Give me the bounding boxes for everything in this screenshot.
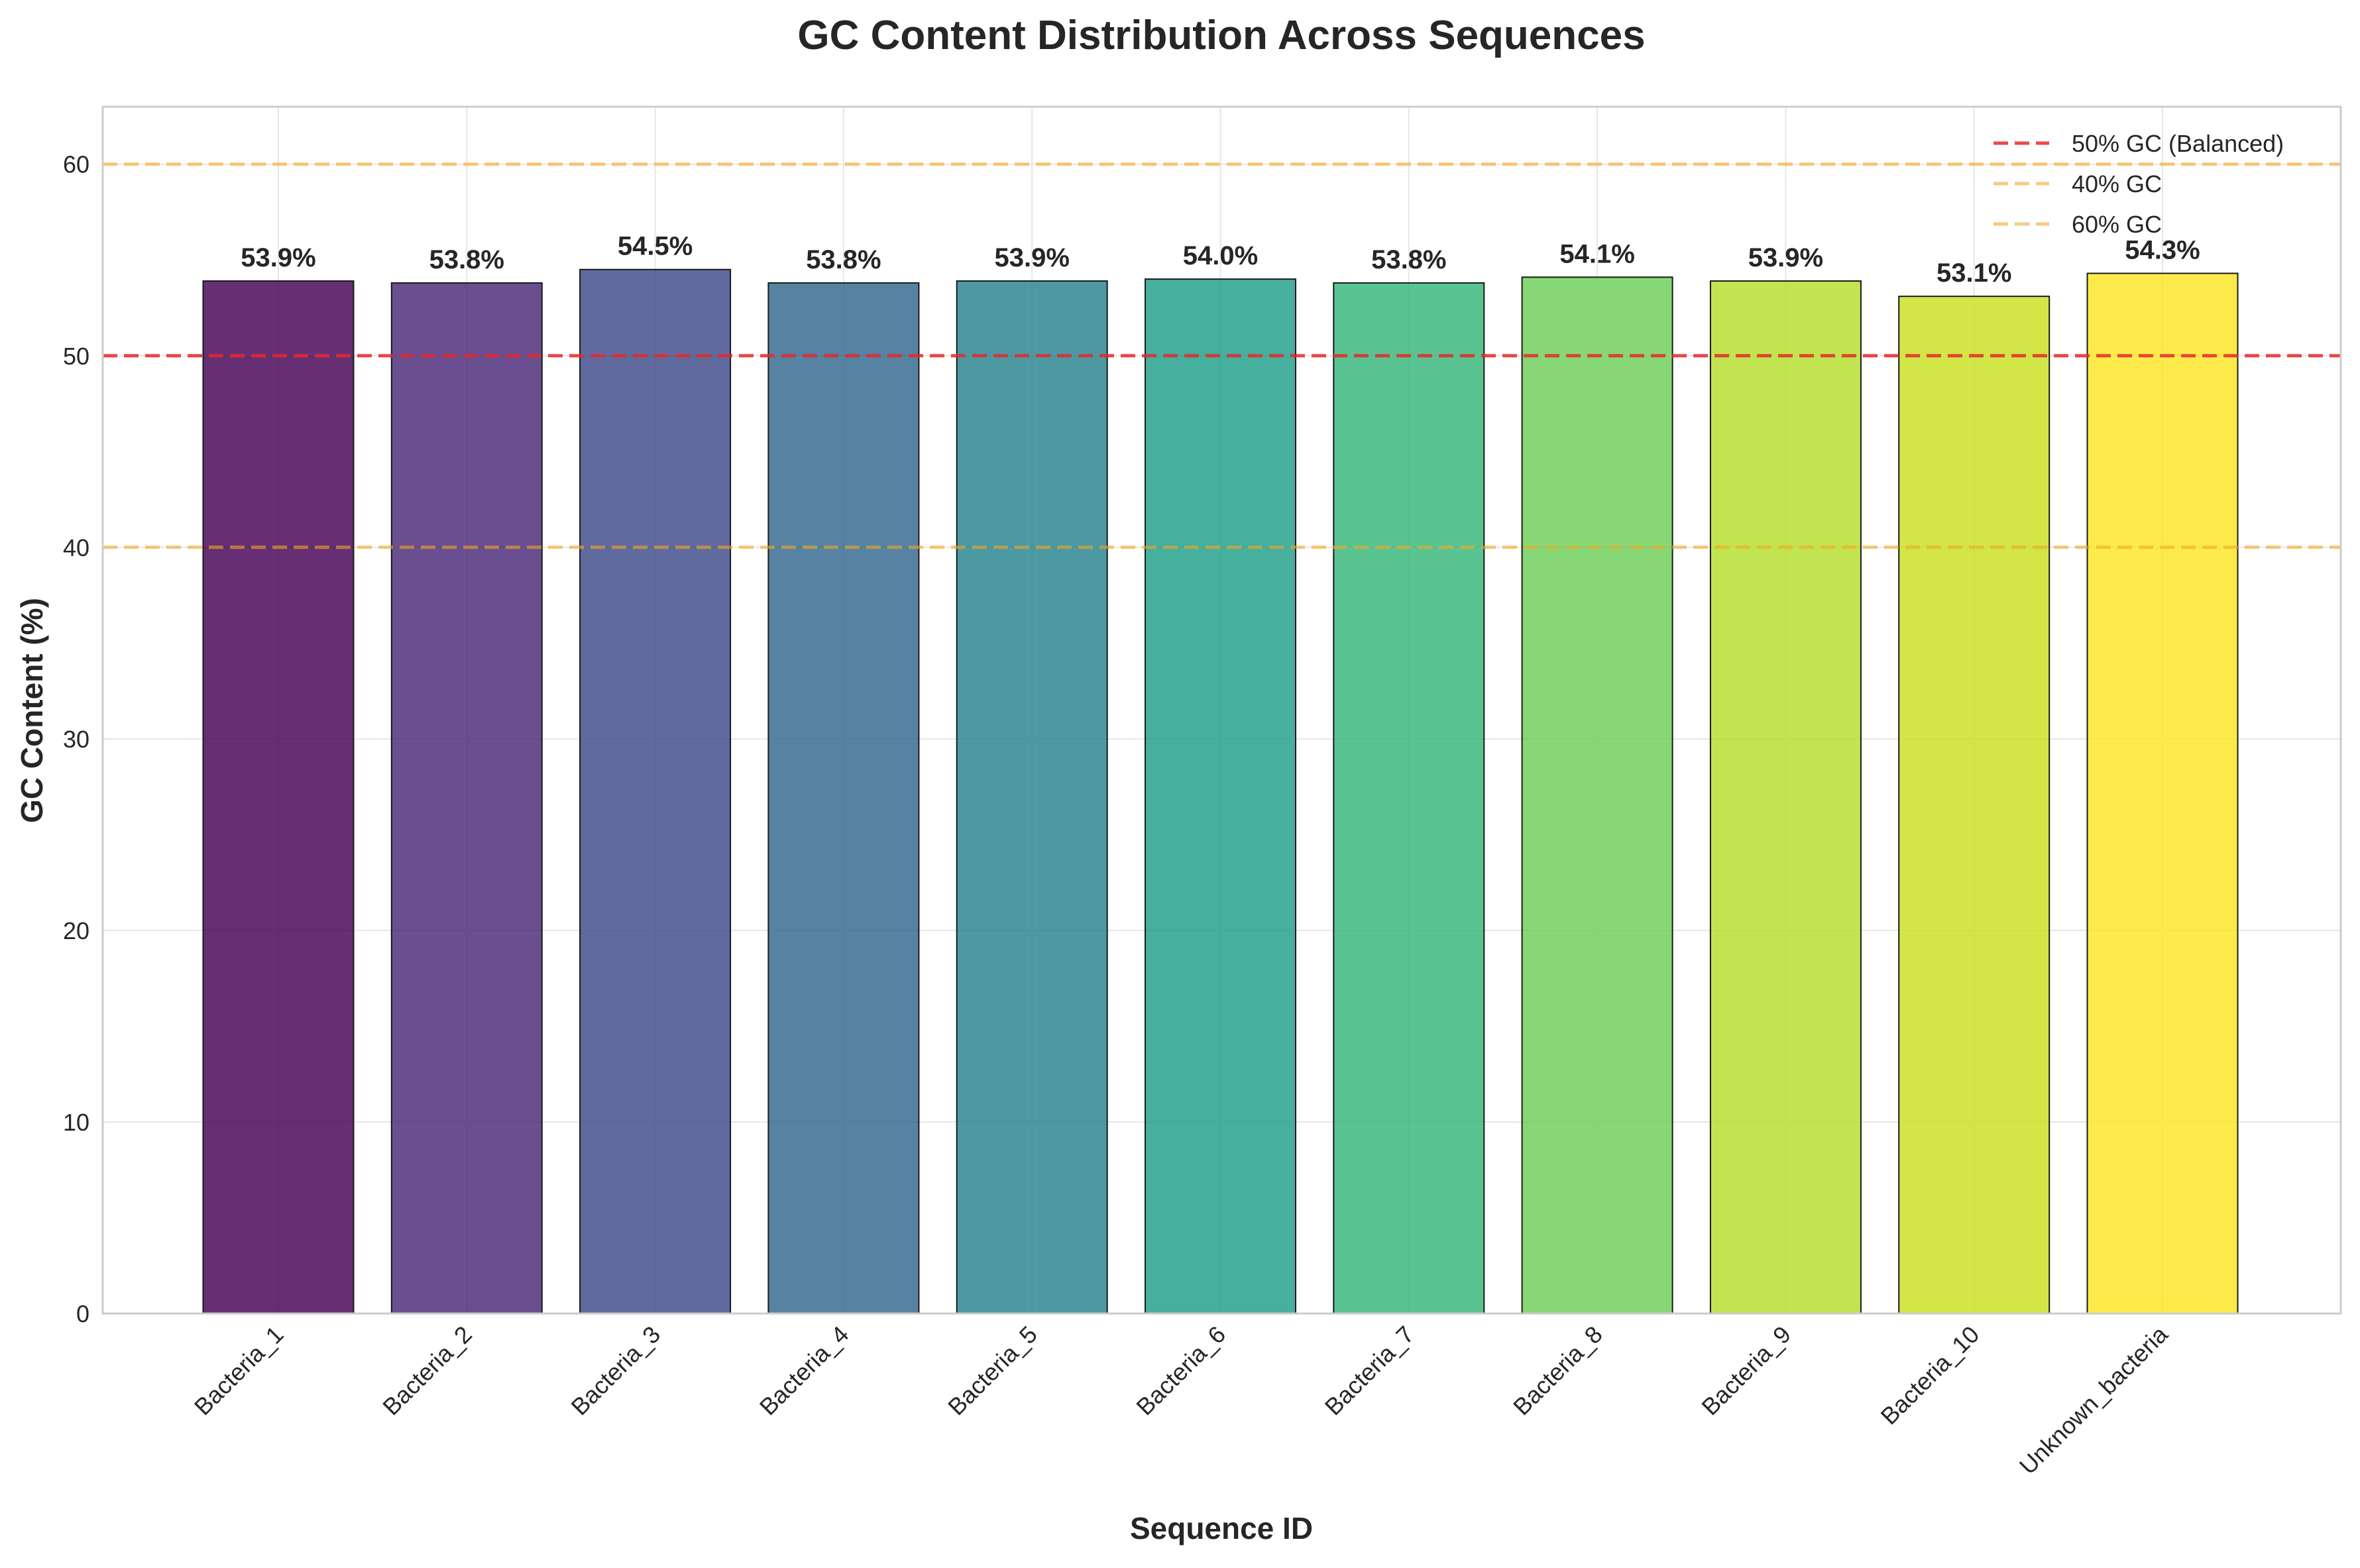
bar-bacteria-3 [579,268,732,1315]
bar-bacteria-5 [956,280,1108,1314]
value-label: 54.3% [2125,235,2200,264]
y-axis-label: GC Content (%) [15,598,49,823]
bar-bacteria-8 [1521,276,1673,1314]
y-tick-label: 60 [63,151,89,178]
value-label: 53.9% [1748,243,1823,272]
legend-label: 40% GC [2072,170,2162,197]
legend: 50% GC (Balanced) 40% GC 60% GC [1994,130,2284,238]
y-tick-label: 50 [63,343,89,370]
y-tick-label: 0 [76,1300,89,1327]
plot-area: 53.9% 53.8% 54.5% 53.8% 53.9% 54.0% 53.8% 54.1%… [63,105,2342,1480]
value-label: 53.9% [994,243,1069,272]
plot-frame [101,105,2342,1315]
chart-title: GC Content Distribution Across Sequences [797,13,1645,58]
value-label: 53.8% [806,245,881,274]
bar-bacteria-7 [1333,282,1485,1314]
bar-bacteria-6 [1145,278,1296,1315]
value-label: 53.8% [429,245,504,274]
x-axis-label: Sequence ID [1130,1511,1313,1545]
value-label: 53.8% [1371,245,1446,274]
legend-label: 60% GC [2072,211,2162,238]
bar-unknown-bacteria [2086,272,2239,1314]
value-label: 54.1% [1559,239,1634,268]
value-label: 53.1% [1937,258,2011,288]
bar-bacteria-10 [1898,296,2051,1315]
value-label: 54.0% [1183,241,1258,270]
bar-bacteria-1 [202,280,355,1314]
y-tick-label: 20 [63,917,89,944]
bar-bacteria-9 [1709,280,1862,1314]
bar-bacteria-2 [390,282,543,1314]
bar-bacteria-4 [767,282,920,1314]
legend-label: 50% GC (Balanced) [2072,130,2284,157]
value-label: 54.5% [618,232,693,261]
y-tick-label: 10 [63,1109,89,1136]
y-tick-label: 30 [63,726,89,753]
value-label: 53.9% [241,243,315,272]
y-tick-label: 40 [63,534,89,561]
